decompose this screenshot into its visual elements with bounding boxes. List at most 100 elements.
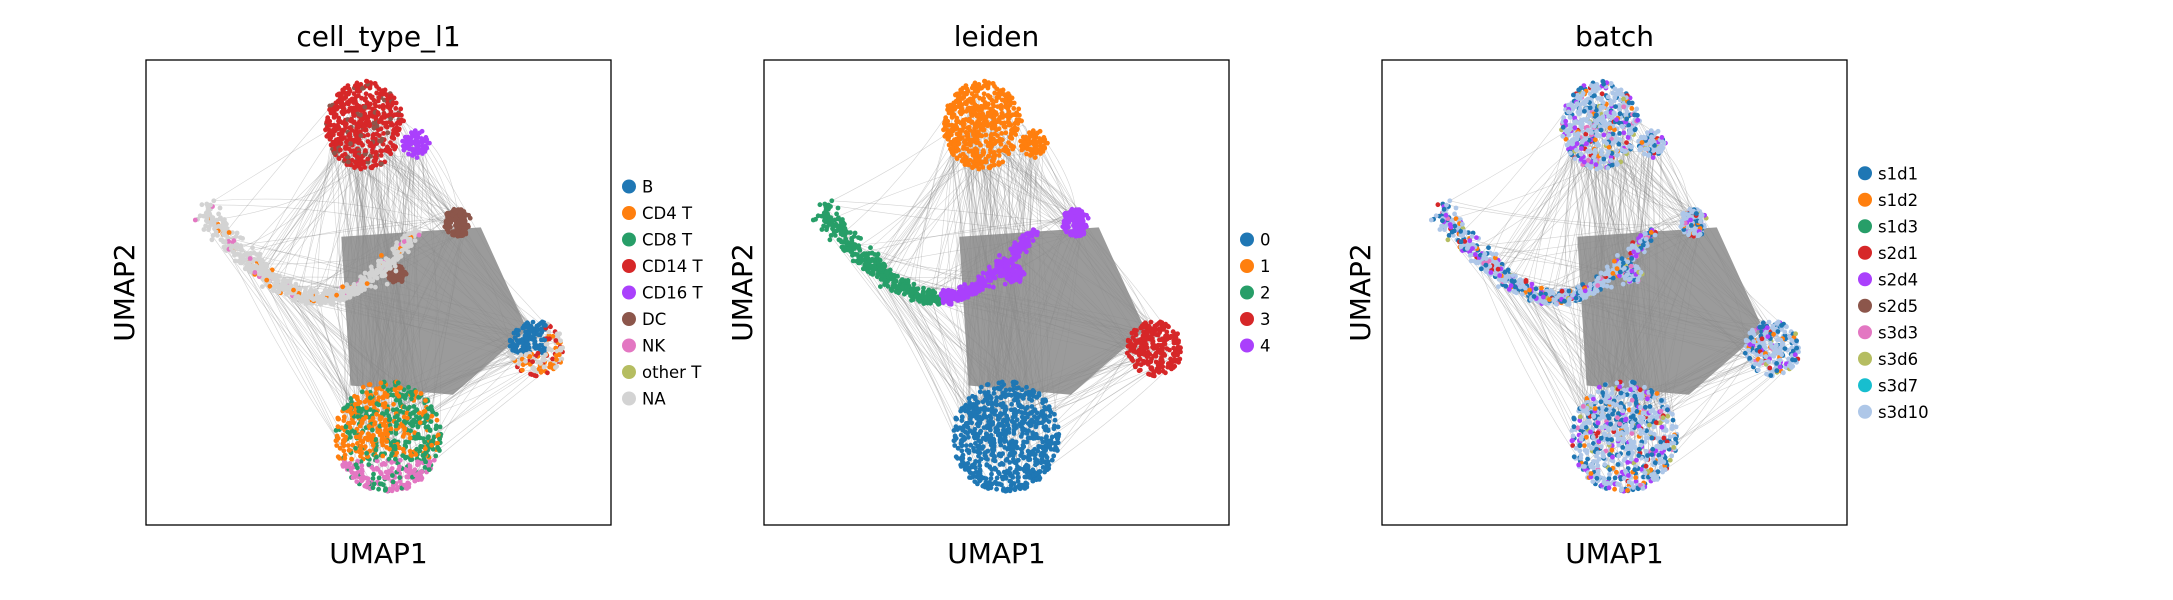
scatter-point [370,485,376,491]
scatter-point [1027,153,1033,158]
scatter-point [950,150,955,156]
scatter-point [389,259,395,265]
graph-edge [223,217,463,248]
scatter-point [203,223,209,229]
scatter-point [971,462,977,468]
scatter-point [1013,485,1018,490]
scatter-point [970,130,976,135]
scatter-point [1020,145,1025,151]
scatter-point [385,96,390,102]
legend-marker [622,365,636,379]
scatter-point [389,488,394,493]
scatter-point [957,109,963,115]
scatter-point [512,335,518,340]
scatter-point [996,148,1002,154]
scatter-point [422,446,428,452]
scatter-point [348,98,353,104]
scatter-point [413,389,419,395]
scatter-point [402,134,408,140]
scatter-point [372,154,378,160]
scatter-point [362,399,368,405]
scatter-point [233,234,239,239]
scatter-point [385,260,390,266]
scatter-point [952,438,957,443]
scatter-point [422,149,428,154]
scatter-point [988,149,993,155]
scatter-point [349,456,354,462]
scatter-point [407,463,413,469]
graph-edge [313,299,352,409]
scatter-point [347,131,353,137]
scatter-point [988,415,994,421]
scatter-point [970,429,975,435]
scatter-point [324,124,330,130]
scatter-point [956,147,961,153]
scatter-point [437,436,442,442]
graph-edge [224,92,344,234]
scatter-point [334,443,340,448]
scatter-point [445,227,451,232]
scatter-point [342,436,348,442]
scatter-point [385,130,391,136]
scatter-point [996,469,1001,475]
scatter-point [977,450,983,456]
scatter-point [354,434,360,440]
scatter-point [395,249,401,255]
scatter-point [1002,445,1008,450]
scatter-point [1005,417,1010,423]
scatter-point [374,411,379,417]
scatter-point [209,237,215,243]
scatter-point [1161,323,1166,328]
scatter-point [362,435,368,441]
scatter-point [1080,219,1085,225]
scatter-point [1032,155,1038,161]
scatter-point [349,400,354,405]
scatter-point [352,83,358,89]
scatter-point [273,278,279,284]
scatter-point [366,432,372,438]
scatter-point [969,420,975,426]
scatter-point [237,252,242,257]
scatter-point [409,130,414,136]
scatter-point [545,370,550,376]
scatter-point [393,397,399,403]
scatter-point [359,420,365,426]
scatter-point [366,382,372,387]
scatter-point [370,149,375,155]
scatter-point [365,132,371,138]
scatter-point [399,277,405,283]
scatter-point [948,109,953,115]
scatter-point [368,283,374,289]
scatter-point [962,92,967,98]
graph-edge [861,148,968,257]
scatter-point [287,278,293,283]
legend-marker [622,179,636,194]
scatter-point [1129,355,1135,361]
scatter-point [1011,456,1016,462]
scatter-point [974,93,979,98]
scatter-point [1036,444,1041,449]
legend-label: CD14 T [642,257,703,276]
scatter-point [1149,365,1155,371]
scatter-point [962,404,968,409]
graph-edge [323,156,362,298]
scatter-point [339,134,344,140]
scatter-point [999,131,1004,136]
legend-marker [622,312,636,326]
scatter-point [1003,431,1009,437]
scatter-point [978,384,984,390]
scatter-point [1164,346,1170,351]
scatter-point [213,229,219,235]
scatter-point [514,329,520,335]
scatter-point [412,128,418,134]
scatter-point [396,386,401,391]
scatter-point [535,331,540,337]
scatter-point [946,142,952,148]
scatter-point [953,454,959,460]
scatter-point [374,131,380,137]
scatter-point [1024,384,1029,390]
scatter-point [992,401,998,407]
scatter-point [341,289,347,295]
scatter-point [538,361,543,366]
scatter-point [982,390,987,396]
